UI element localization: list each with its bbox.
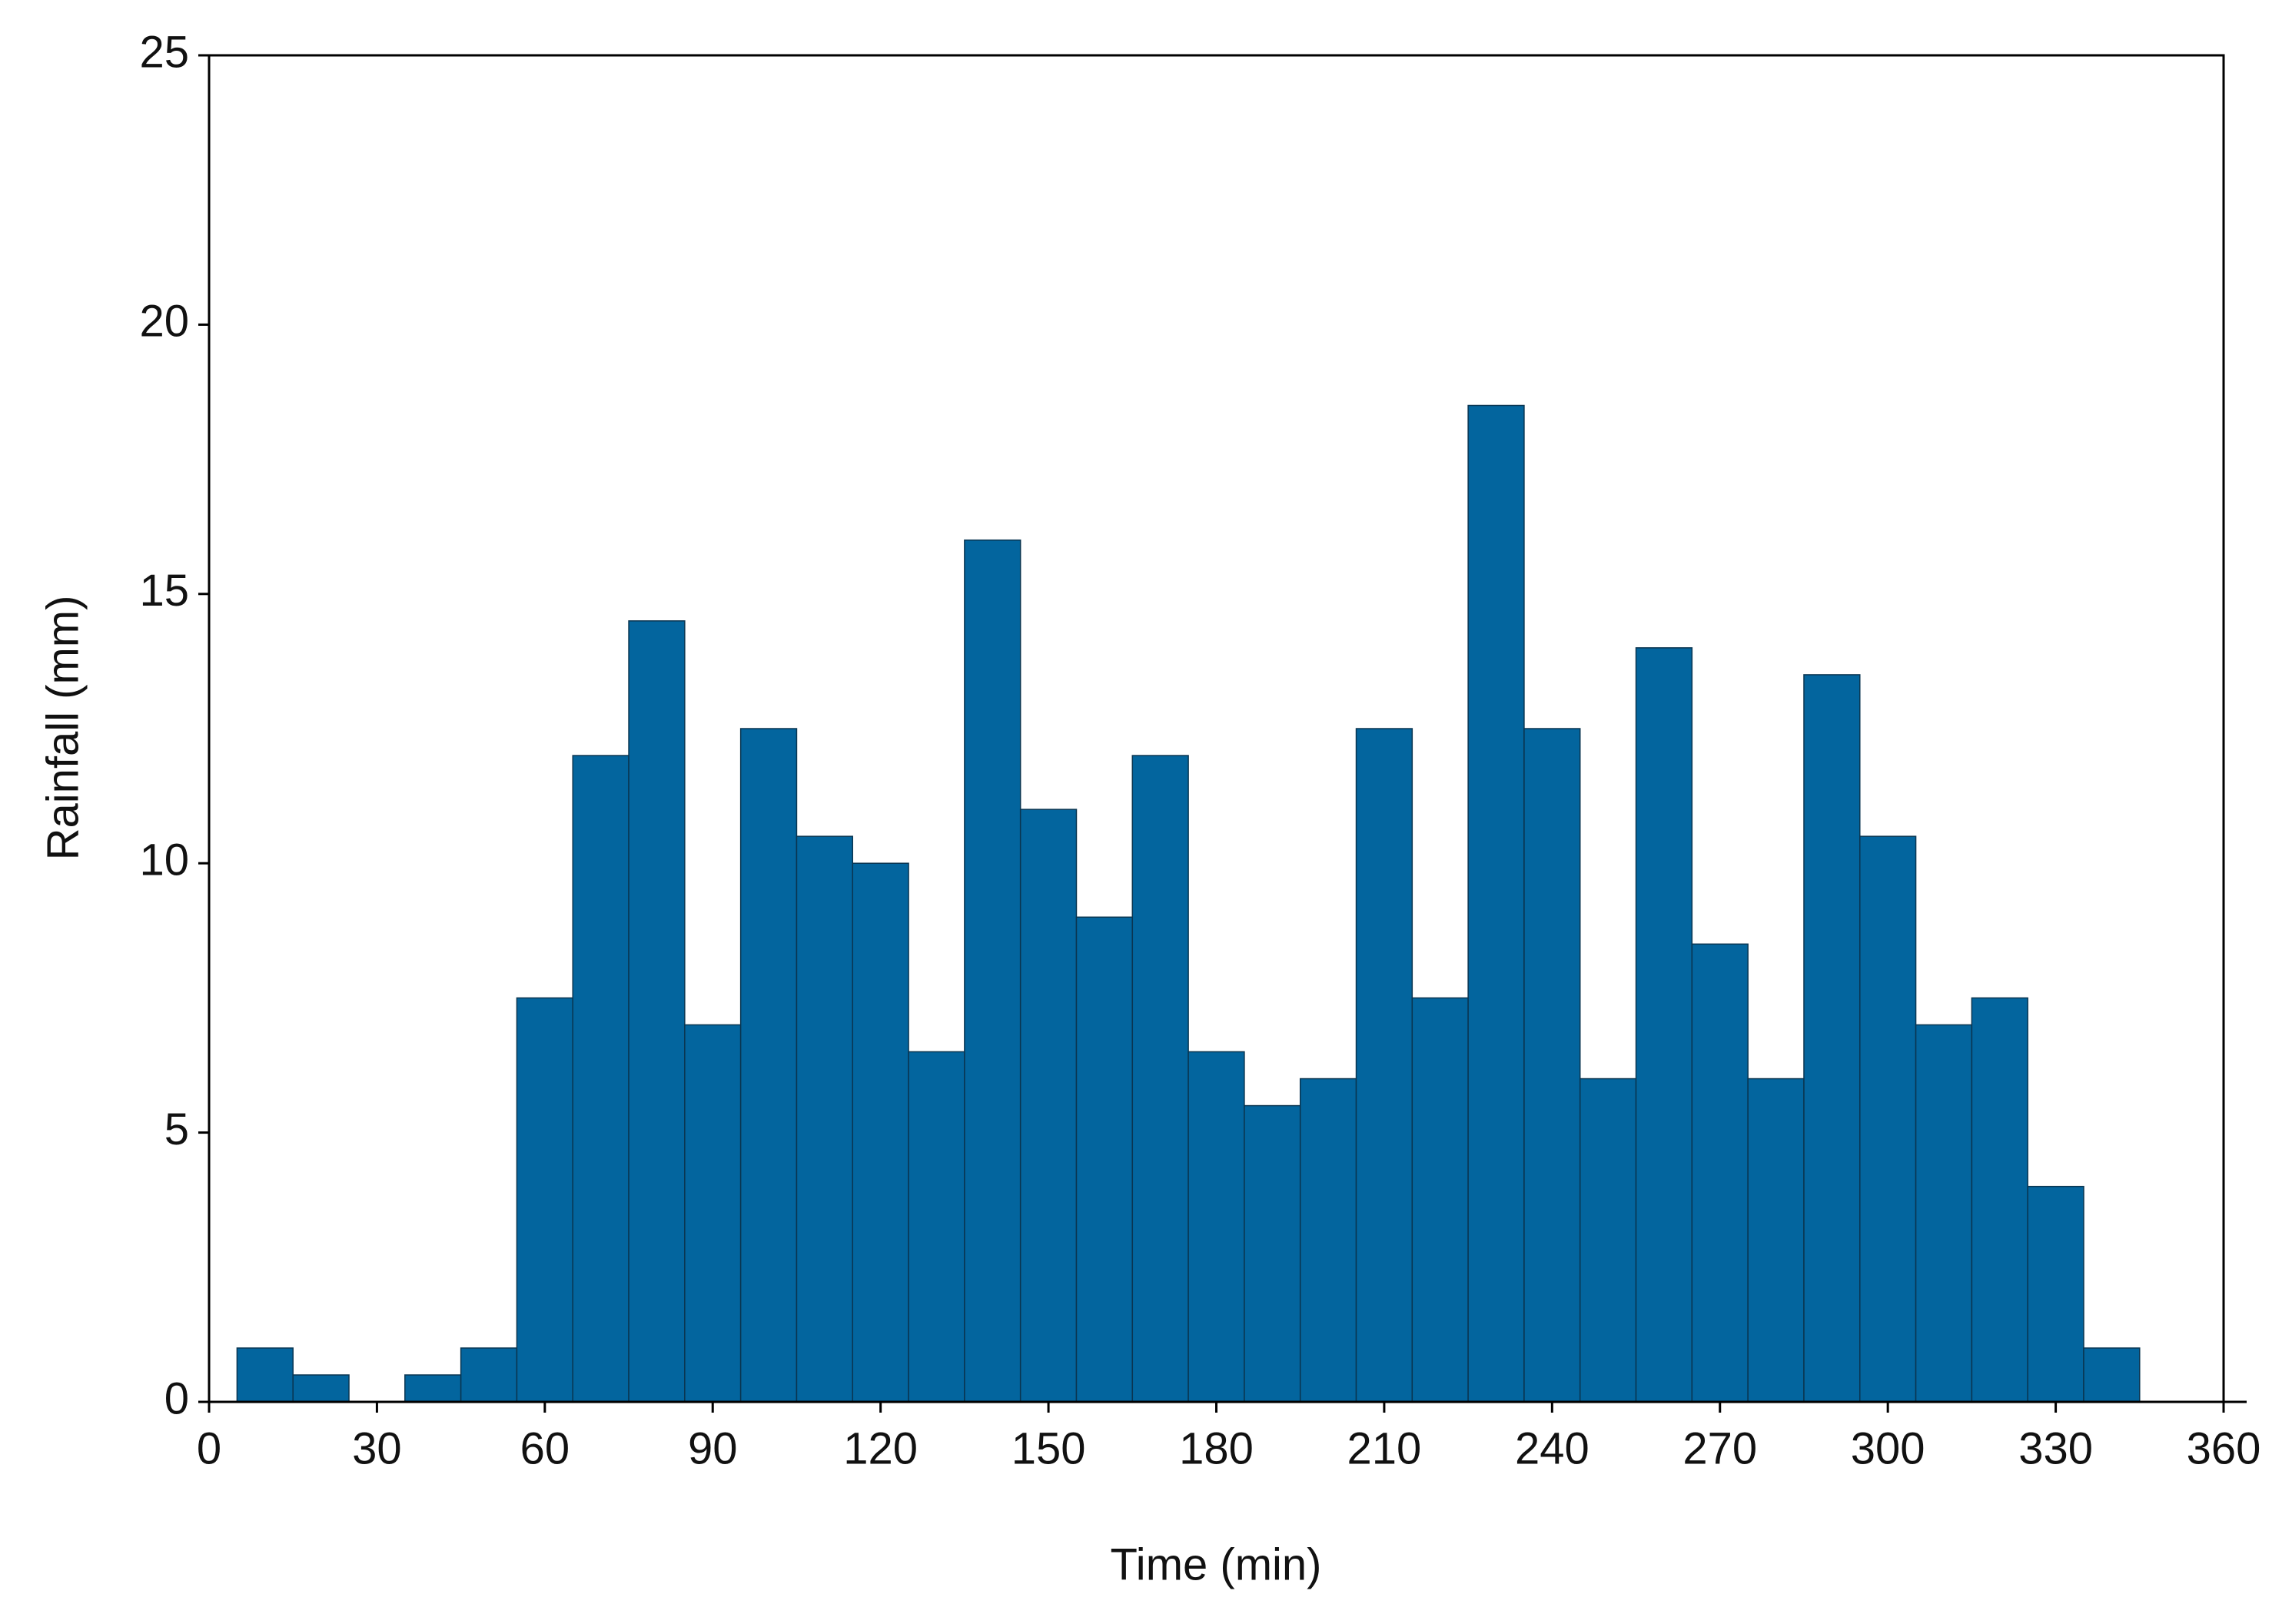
x-tick-label: 120 [843,1423,918,1473]
bar [1299,1078,1357,1403]
bar [1915,1024,1973,1403]
y-tick-label: 0 [164,1373,189,1423]
y-tick-label: 20 [139,297,189,347]
bar [1859,835,1917,1403]
bar [1579,1078,1637,1403]
bar [1467,404,1525,1403]
x-tick-label: 210 [1347,1423,1422,1473]
bar [292,1374,350,1403]
bar [572,755,629,1403]
bar [404,1374,462,1403]
x-tick-label: 60 [520,1423,570,1473]
y-tick-label: 15 [139,566,189,616]
x-tick-label: 360 [2187,1423,2261,1473]
y-tick-label: 5 [164,1104,189,1154]
bar [1411,997,1469,1403]
bar [852,862,909,1403]
bar [796,835,854,1403]
bar [2027,1185,2084,1403]
x-tick-label: 0 [197,1423,221,1473]
bar [1188,1051,1245,1403]
x-tick-label: 90 [688,1423,738,1473]
x-tick-label: 30 [352,1423,402,1473]
bar [236,1347,294,1403]
bar [2083,1347,2141,1403]
x-tick-label: 180 [1179,1423,1254,1473]
plot-frame [208,54,2225,1402]
x-tick-label: 150 [1011,1423,1086,1473]
bar [1019,809,1078,1403]
bar [460,1347,518,1403]
bar [908,1051,965,1403]
bar [516,997,573,1403]
bar [964,539,1021,1403]
x-tick-label: 240 [1515,1423,1589,1473]
x-axis-title: Time (min) [1111,1539,1322,1589]
bar [1244,1104,1301,1403]
bar [1523,728,1581,1403]
bar [1971,997,2028,1403]
x-tick-label: 330 [2018,1423,2093,1473]
y-tick-label: 25 [139,27,189,77]
bar [739,728,798,1403]
bar [1691,943,1749,1403]
bar [1803,674,1861,1403]
y-tick-label: 10 [139,835,189,885]
bar [1635,647,1693,1403]
bar [1355,728,1413,1403]
bar [684,1024,742,1403]
y-axis-title: Rainfall (mm) [38,596,88,861]
x-tick-label: 300 [1851,1423,1925,1473]
bar [628,620,686,1403]
bar [1131,755,1189,1403]
bar [1747,1078,1805,1403]
x-tick-label: 270 [1682,1423,1757,1473]
bar [1075,916,1134,1403]
